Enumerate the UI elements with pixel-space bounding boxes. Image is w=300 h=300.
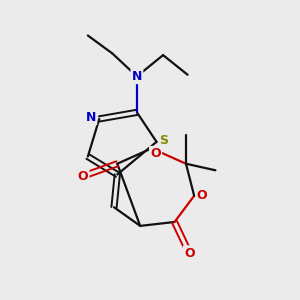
Text: O: O xyxy=(78,170,88,183)
Text: O: O xyxy=(150,147,161,160)
Text: N: N xyxy=(132,70,142,83)
Text: O: O xyxy=(184,247,195,260)
Text: S: S xyxy=(159,134,168,147)
Text: O: O xyxy=(197,189,207,202)
Text: N: N xyxy=(85,111,96,124)
